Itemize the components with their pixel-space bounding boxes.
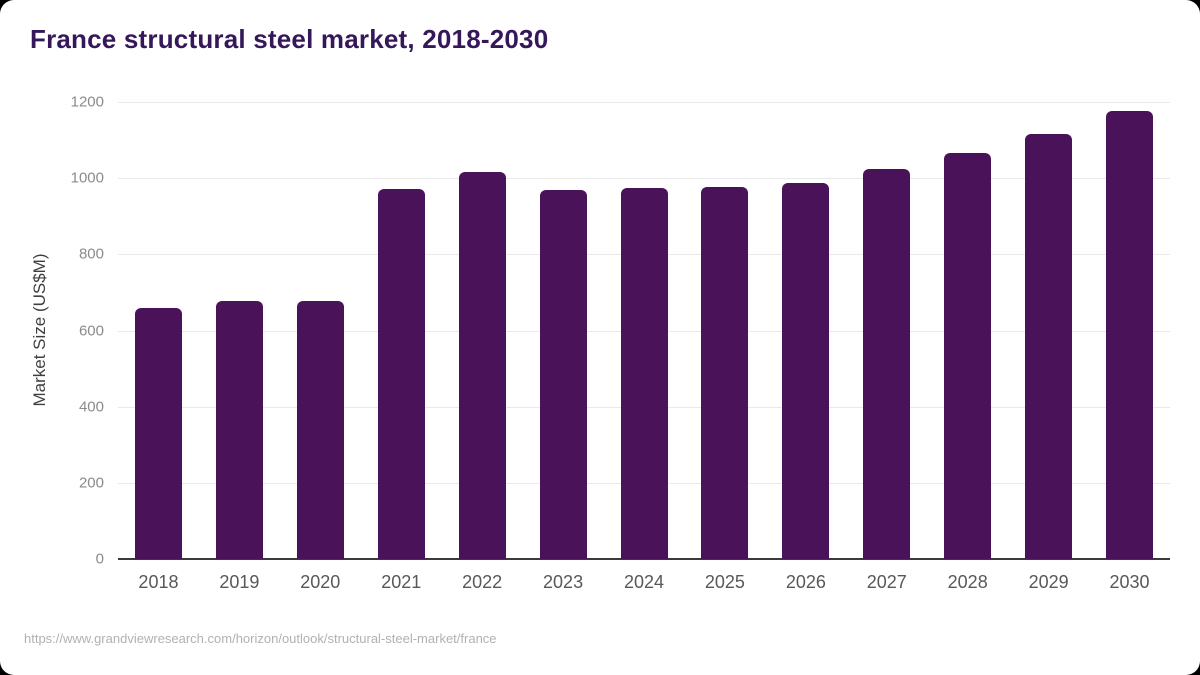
x-tick-label-2021: 2021 <box>381 572 422 592</box>
x-tick-label-2030: 2030 <box>1109 572 1150 592</box>
y-tick-label: 1200 <box>70 93 104 111</box>
source-url: https://www.grandviewresearch.com/horizo… <box>24 631 497 646</box>
bar-2025 <box>701 187 749 559</box>
bar-2027 <box>863 169 911 559</box>
bar-2029 <box>1025 134 1073 559</box>
x-axis-line <box>118 558 1170 560</box>
y-tick-label: 0 <box>95 550 104 568</box>
x-tick-label-2029: 2029 <box>1028 572 1069 592</box>
bar-2021 <box>377 188 425 559</box>
x-tick-label-2023: 2023 <box>543 572 584 592</box>
plot-area: 0 200 400 600 800 1000 1200 2018 2019 2020 2021 202… <box>71 94 1170 592</box>
y-tick-label: 1000 <box>70 169 104 187</box>
bar-2026 <box>782 183 830 559</box>
bar-2020 <box>296 301 344 559</box>
y-axis-title: Market Size (US$M) <box>30 253 49 407</box>
y-tick-label: 400 <box>78 398 104 416</box>
bar-2023 <box>539 189 587 559</box>
y-tick-label: 800 <box>78 245 104 263</box>
bar-2024 <box>620 188 668 559</box>
gridline <box>118 102 1170 103</box>
bar-2019 <box>215 301 263 559</box>
y-tick-label: 200 <box>78 474 104 492</box>
x-tick-label-2020: 2020 <box>300 572 341 592</box>
x-tick-label-2022: 2022 <box>462 572 503 592</box>
x-tick-label-2028: 2028 <box>947 572 988 592</box>
y-tick-label: 600 <box>78 322 104 339</box>
gridline <box>118 178 1170 180</box>
x-tick-label-2025: 2025 <box>704 572 745 592</box>
x-tick-label-2024: 2024 <box>623 572 665 592</box>
bar-2022 <box>458 172 506 559</box>
chart-title: France structural steel market, 2018-203… <box>30 24 549 54</box>
x-tick-label-2026: 2026 <box>785 572 826 592</box>
bar-2030 <box>1106 110 1154 559</box>
x-tick-label-2018: 2018 <box>138 572 179 592</box>
x-tick-label-2027: 2027 <box>866 572 907 592</box>
x-tick-label-2019: 2019 <box>219 572 260 592</box>
bar-2028 <box>944 153 992 559</box>
bar-2018 <box>134 307 182 559</box>
